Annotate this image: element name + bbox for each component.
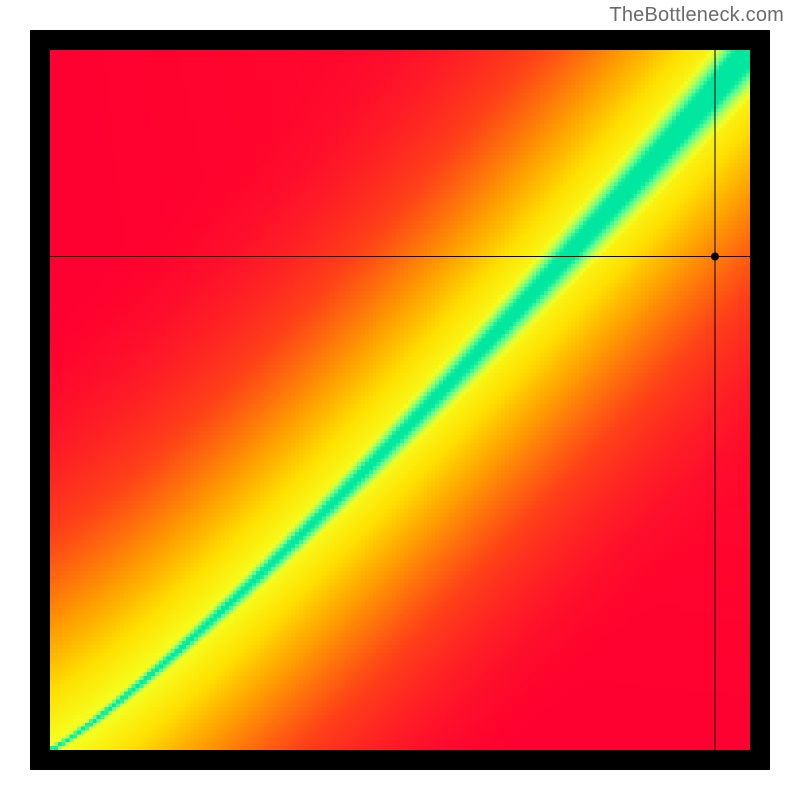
chart-frame bbox=[30, 30, 770, 770]
crosshair-overlay bbox=[50, 50, 750, 750]
watermark-text: TheBottleneck.com bbox=[609, 4, 784, 27]
crosshair-dot bbox=[711, 253, 719, 261]
